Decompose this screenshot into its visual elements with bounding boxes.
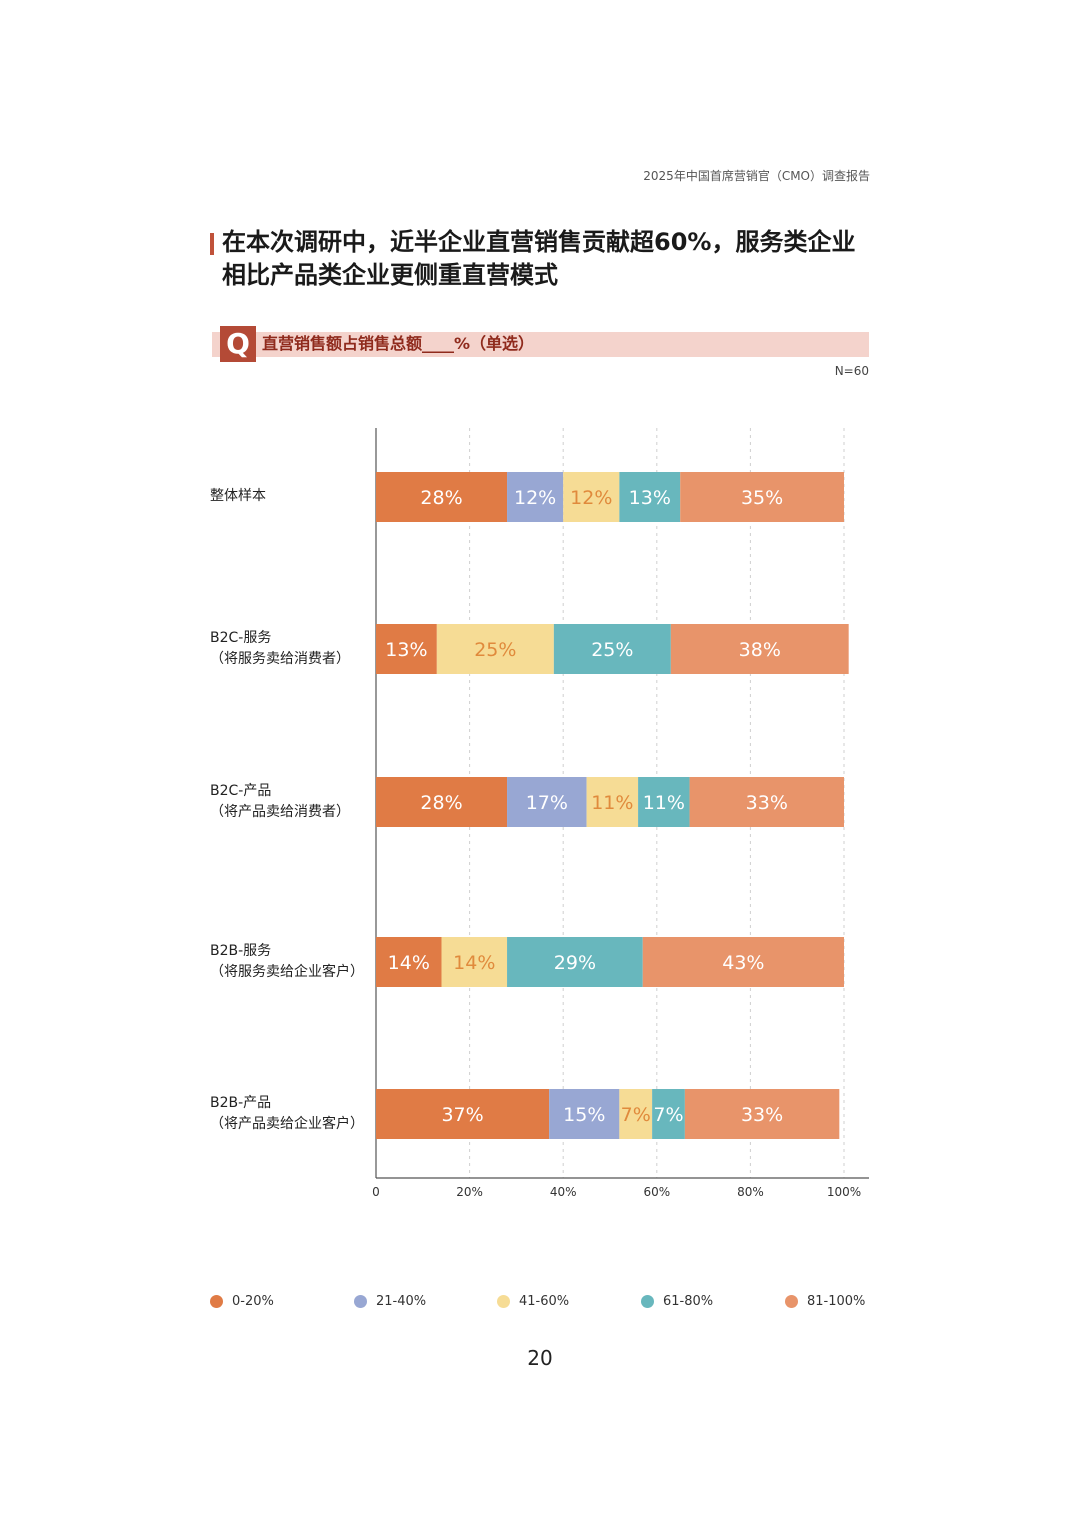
bar-segment <box>376 472 508 522</box>
report-title: 2025年中国首席营销官（CMO）调查报告 <box>643 169 870 183</box>
bar-value-label: 17% <box>526 792 568 814</box>
category-label-line1: B2C-服务 <box>210 630 272 646</box>
bar-value-label: 43% <box>722 952 764 974</box>
chart-legend: 0-20% 21-40% 41-60% 61-80% 81-100% <box>0 1294 1080 1314</box>
bar-segment <box>376 777 508 827</box>
bar-segment <box>684 1089 840 1139</box>
bar-segment <box>619 472 681 522</box>
category-label: B2C-产品 （将产品卖给消费者） <box>210 781 350 823</box>
bar-value-label: 11% <box>591 792 633 814</box>
legend-item: 81-100% <box>785 1294 865 1309</box>
question-text: 直营销售额占销售总额____%（单选） <box>262 334 535 353</box>
bar-value-label: 15% <box>563 1104 605 1126</box>
bar-segment <box>507 777 587 827</box>
bar-segment <box>549 1089 620 1139</box>
legend-item: 21-40% <box>354 1294 426 1309</box>
category-label: 整体样本 <box>210 486 266 507</box>
legend-label: 61-80% <box>663 1294 714 1309</box>
bar-value-label: 7% <box>653 1104 683 1126</box>
legend-label: 81-100% <box>807 1294 866 1309</box>
bar-segment <box>376 937 442 987</box>
bar-segment <box>376 624 437 674</box>
bar-value-label: 13% <box>629 487 671 509</box>
bar-value-label: 13% <box>385 639 427 661</box>
question-icon: Q <box>220 326 256 362</box>
legend-label: 0-20% <box>232 1294 274 1309</box>
title-accent-bar <box>210 233 214 255</box>
legend-item: 61-80% <box>641 1294 713 1309</box>
category-label: B2B-产品 （将产品卖给企业客户） <box>210 1093 364 1135</box>
x-tick-label: 80% <box>737 1185 764 1199</box>
x-tick-label: 100% <box>827 1185 861 1199</box>
bar-segment <box>689 777 844 827</box>
legend-swatch <box>210 1295 223 1308</box>
category-label-line2: （将服务卖给企业客户） <box>210 964 364 980</box>
category-label: B2B-服务 （将服务卖给企业客户） <box>210 941 364 983</box>
bar-value-label: 29% <box>554 952 596 974</box>
page-number: 20 <box>527 1346 553 1370</box>
page-headline: 在本次调研中，近半企业直营销售贡献超60%，服务类企业 相比产品类企业更侧重直营… <box>222 226 882 292</box>
bar-segment <box>619 1089 653 1139</box>
bar-segment <box>507 472 564 522</box>
legend-label: 41-60% <box>519 1294 570 1309</box>
bar-value-label: 14% <box>453 952 495 974</box>
category-label-line1: 整体样本 <box>210 488 266 504</box>
bar-value-label: 25% <box>474 639 516 661</box>
legend-swatch <box>354 1295 367 1308</box>
bar-value-label: 37% <box>441 1104 483 1126</box>
bar-segment <box>638 777 690 827</box>
x-tick-label: 0 <box>372 1185 380 1199</box>
legend-swatch <box>641 1295 654 1308</box>
category-label-line2: （将服务卖给消费者） <box>210 651 350 667</box>
bar-segment <box>376 1089 550 1139</box>
legend-label: 21-40% <box>376 1294 427 1309</box>
category-label-line1: B2B-服务 <box>210 943 272 959</box>
bar-value-label: 35% <box>741 487 783 509</box>
headline-line-2: 相比产品类企业更侧重直营模式 <box>222 261 558 289</box>
bar-value-label: 14% <box>388 952 430 974</box>
bar-value-label: 11% <box>643 792 685 814</box>
bar-value-label: 12% <box>570 487 612 509</box>
sample-size: N=60 <box>834 364 869 378</box>
bar-segment <box>563 472 620 522</box>
bar-segment <box>441 937 508 987</box>
bar-segment <box>642 937 844 987</box>
legend-swatch <box>785 1295 798 1308</box>
question-strip <box>212 332 869 357</box>
bar-value-label: 12% <box>514 487 556 509</box>
category-label: B2C-服务 （将服务卖给消费者） <box>210 628 350 670</box>
category-label-line2: （将产品卖给消费者） <box>210 804 350 820</box>
bar-segment <box>670 624 849 674</box>
x-tick-label: 20% <box>456 1185 483 1199</box>
bar-value-label: 38% <box>739 639 781 661</box>
legend-item: 41-60% <box>497 1294 569 1309</box>
legend-item: 0-20% <box>210 1294 274 1309</box>
bar-segment <box>553 624 671 674</box>
category-label-line1: B2B-产品 <box>210 1095 272 1111</box>
category-label-line2: （将产品卖给企业客户） <box>210 1116 364 1132</box>
bar-value-label: 28% <box>420 487 462 509</box>
x-tick-label: 40% <box>550 1185 577 1199</box>
headline-line-1: 在本次调研中，近半企业直营销售贡献超60%，服务类企业 <box>222 228 856 256</box>
bar-value-label: 28% <box>420 792 462 814</box>
bar-segment <box>680 472 844 522</box>
bar-segment <box>652 1089 685 1139</box>
bar-value-label: 25% <box>591 639 633 661</box>
bar-value-label: 33% <box>746 792 788 814</box>
bar-segment <box>507 937 643 987</box>
bar-segment <box>586 777 639 827</box>
legend-swatch <box>497 1295 510 1308</box>
bar-value-label: 33% <box>741 1104 783 1126</box>
category-label-line1: B2C-产品 <box>210 783 272 799</box>
bar-segment <box>436 624 554 674</box>
x-tick-label: 60% <box>643 1185 670 1199</box>
bar-value-label: 7% <box>621 1104 651 1126</box>
